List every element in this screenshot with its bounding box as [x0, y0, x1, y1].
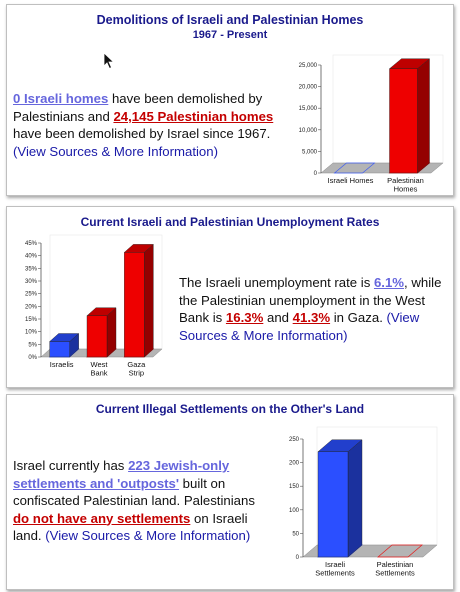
bar-side	[417, 58, 430, 174]
category-label: Settlements	[315, 569, 355, 578]
view-sources-link[interactable]: (View Sources & More Information)	[45, 528, 251, 543]
palestinian-homes-link[interactable]: 24,145 Palestinian homes	[113, 108, 274, 124]
settlements-chart: 050100150200250IsraeliSettlementsPalesti…	[289, 426, 438, 578]
category-label: Gaza	[127, 360, 146, 369]
bar-side	[106, 307, 117, 358]
unemployment-text: The Israeli unemployment rate is 6.1%, w…	[179, 274, 447, 344]
category-label: Israeli	[325, 560, 345, 569]
y-tick-label: 45%	[25, 241, 38, 247]
category-label: Strip	[129, 369, 144, 378]
y-tick-label: 20%	[25, 304, 38, 310]
category-label: Palestinian	[377, 560, 414, 569]
category-label: Bank	[90, 369, 107, 378]
text-segment: on Israeli land.	[13, 510, 248, 544]
view-sources-link[interactable]: (View Sources & More Information)	[179, 310, 420, 343]
bar-side	[347, 439, 363, 558]
y-tick-label: 10,000	[299, 128, 318, 134]
text-segment: have been demolished by Palestinians and	[13, 91, 263, 124]
y-tick-label: 20,000	[299, 85, 318, 91]
category-label: Israelis	[50, 360, 74, 369]
israeli-homes-link[interactable]: 0 Israeli homes	[13, 91, 109, 106]
israeli-rate-link[interactable]: 6.1%	[373, 275, 405, 290]
text-segment: built on confiscated Palestinian land. P…	[13, 475, 255, 509]
text-segment: in Gaza.	[330, 310, 387, 325]
bar-israelis	[49, 341, 70, 358]
view-sources-link[interactable]: (View Sources & More Information)	[13, 143, 218, 159]
no-settlements-link[interactable]: do not have any settlements	[13, 510, 191, 526]
bar-footprint	[333, 162, 376, 174]
settlements-text: Israel currently has 223 Jewish-only set…	[13, 457, 257, 545]
category-label: West	[91, 360, 109, 369]
text-segment: have been demolished by Israel since 196…	[13, 126, 271, 141]
panel-title: Current Illegal Settlements on the Other…	[95, 402, 365, 416]
y-tick-label: 50	[292, 531, 299, 537]
y-tick-label: 15%	[25, 317, 38, 323]
settlements-link[interactable]: 223 Jewish-only settlements and 'outpost…	[13, 458, 230, 491]
y-tick-label: 30%	[25, 279, 38, 285]
y-tick-label: 250	[289, 437, 300, 443]
y-tick-label: 0	[314, 171, 318, 177]
bar-side	[144, 243, 154, 358]
panel-title: Current Israeli and Palestinian Unemploy…	[80, 215, 380, 229]
y-tick-label: 0	[296, 555, 300, 561]
settlements-panel: Current Illegal Settlements on the Other…	[6, 394, 454, 590]
category-label: Settlements	[375, 569, 415, 578]
bar-gaza-strip	[124, 252, 145, 358]
panel-title: Demolitions of Israeli and Palestinian H…	[96, 13, 364, 27]
bar-israeli-settlements	[317, 451, 349, 558]
y-tick-label: 150	[289, 484, 300, 490]
y-tick-label: 5%	[28, 342, 37, 348]
mouse-cursor-icon	[103, 52, 115, 70]
westbank-rate-link[interactable]: 16.3%	[225, 310, 264, 325]
category-label: Israeli Homes	[328, 176, 374, 185]
y-tick-label: 25,000	[299, 63, 318, 69]
y-tick-label: 5,000	[302, 149, 318, 155]
category-label: Palestinian	[387, 176, 424, 185]
y-tick-label: 40%	[25, 254, 38, 260]
text-segment: Israel currently has	[13, 458, 129, 473]
unemployment-panel: Current Israeli and Palestinian Unemploy…	[6, 206, 454, 388]
bar-footprint	[377, 544, 423, 558]
y-tick-label: 10%	[25, 330, 38, 336]
demolitions-text: 0 Israeli homes have been demolished by …	[13, 90, 275, 160]
category-label: Homes	[394, 185, 418, 194]
y-tick-label: 15,000	[299, 106, 318, 112]
text-segment: The Israeli unemployment rate is	[179, 275, 374, 290]
y-tick-label: 100	[289, 508, 300, 514]
y-tick-label: 0%	[28, 355, 37, 361]
y-tick-label: 25%	[25, 292, 38, 298]
demolitions-panel: Demolitions of Israeli and Palestinian H…	[6, 4, 454, 196]
text-segment: and	[263, 310, 293, 325]
y-tick-label: 35%	[25, 266, 38, 272]
bar-palestinian-homes	[389, 68, 418, 174]
gaza-rate-link[interactable]: 41.3%	[292, 310, 331, 325]
text-segment: , while the Palestinian unemployment in …	[179, 275, 442, 325]
bar-west-bank	[86, 315, 108, 358]
demolitions-chart: 0 5,000 10,000 15,000 20,000 25,000 Israeli Ho…	[299, 54, 444, 194]
y-tick-label: 200	[289, 461, 300, 467]
panel-subtitle: 1967 - Present	[192, 29, 268, 41]
unemployment-chart: 0% 5% 10% 15% 20% 25% 30% 35% 40% 45% Israelis West…	[25, 234, 163, 378]
